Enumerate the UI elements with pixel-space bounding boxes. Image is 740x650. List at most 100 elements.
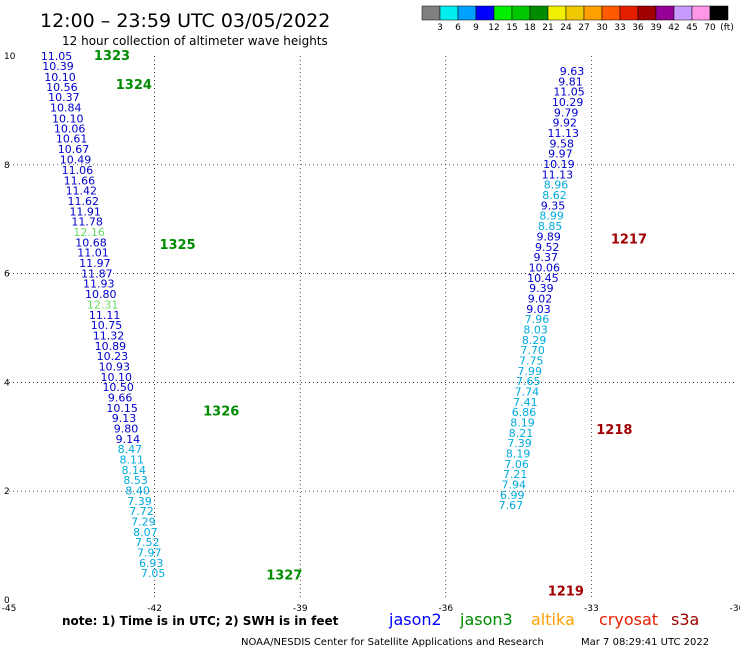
data-label: 7.41 [513, 396, 538, 409]
data-label: 9.52 [535, 241, 560, 254]
colorbar-swatch [601, 5, 621, 21]
data-label: 8.07 [133, 526, 158, 539]
legend-entry: jason2 [388, 610, 442, 629]
data-label: 10.15 [106, 402, 138, 415]
data-label: 11.13 [542, 168, 574, 181]
data-label: 10.23 [97, 350, 129, 363]
x-tick-label: -30 [730, 604, 740, 614]
data-label: 9.81 [558, 75, 583, 88]
colorbar-tick-label: 33 [614, 23, 625, 33]
data-label: 11.32 [93, 329, 125, 342]
data-label: 11.97 [79, 257, 111, 270]
data-label: 6.86 [512, 406, 537, 419]
colorbar-tick-label: 15 [506, 23, 517, 33]
footer-note: note: 1) Time is in UTC; 2) SWH is in fe… [62, 614, 339, 628]
data-label: 7.67 [499, 499, 524, 512]
colorbar-swatch [673, 5, 693, 21]
data-label: 9.03 [526, 303, 551, 316]
pass-label: 1219 [548, 585, 584, 600]
data-label: 10.61 [56, 132, 88, 145]
data-label: 8.47 [118, 443, 143, 456]
data-label: 10.93 [99, 360, 131, 373]
data-label: 11.87 [81, 267, 113, 280]
data-label: 7.99 [518, 365, 543, 378]
satellite-legend: jason2 jason3 altika cryosat s3a [388, 610, 699, 629]
pass-label: 1218 [596, 423, 632, 438]
colorbar-swatch [619, 5, 639, 21]
colorbar-tick-label: 30 [596, 23, 608, 33]
colorbar-tick-label: 18 [524, 23, 536, 33]
data-label: 10.68 [75, 236, 107, 249]
data-label: 7.74 [515, 385, 540, 398]
data-label: 11.06 [62, 164, 94, 177]
data-label: 7.65 [516, 375, 541, 388]
data-label: 8.29 [522, 334, 547, 347]
data-label: 8.40 [125, 484, 150, 497]
data-label: 10.45 [527, 272, 559, 285]
colorbar-tick-label: 45 [686, 23, 697, 33]
data-label: 9.63 [560, 65, 585, 78]
data-label: 8.62 [542, 189, 567, 202]
x-tick-label: -45 [2, 604, 17, 614]
legend-entry: altika [531, 610, 575, 629]
data-label: 9.35 [541, 199, 566, 212]
colorbar-tick-label: 39 [650, 23, 662, 33]
data-label: 8.21 [509, 427, 534, 440]
data-label: 11.62 [68, 195, 100, 208]
data-label: 7.39 [507, 437, 532, 450]
data-label: 7.21 [503, 468, 528, 481]
data-label: 12.31 [87, 298, 119, 311]
data-label: 9.37 [534, 251, 559, 264]
data-label: 6.93 [139, 557, 164, 570]
pass-label: 1324 [116, 78, 152, 93]
data-label: 7.39 [127, 495, 152, 508]
data-label: 9.79 [554, 106, 579, 119]
colorbar-tick-label: 36 [632, 23, 644, 33]
colorbar-swatch [529, 5, 549, 21]
chart-subtitle: 12 hour collection of altimeter wave hei… [62, 34, 328, 48]
data-label: 7.52 [135, 536, 160, 549]
data-label: 10.06 [529, 261, 561, 274]
data-label: 9.58 [550, 137, 575, 150]
x-tick-label: -39 [293, 604, 308, 614]
colorbar-swatch [583, 5, 603, 21]
pass-label: 1323 [94, 49, 130, 64]
colorbar-swatch [565, 5, 585, 21]
data-label: 11.91 [69, 205, 101, 218]
data-label: 10.37 [48, 91, 80, 104]
colorbar-swatch [457, 5, 477, 21]
data-label: 10.84 [50, 101, 82, 114]
data-label: 10.50 [102, 381, 134, 394]
footer-credit: NOAA/NESDIS Center for Satellite Applica… [241, 637, 544, 648]
x-tick-label: -33 [584, 604, 599, 614]
data-label: 10.56 [46, 81, 78, 94]
data-label: 8.19 [506, 447, 531, 460]
data-label: 11.05 [41, 50, 73, 63]
colorbar-swatch [637, 5, 657, 21]
data-label: 11.01 [77, 247, 109, 260]
data-label: 8.19 [510, 416, 535, 429]
data-label: 11.66 [64, 174, 96, 187]
colorbar-tick-label: 3 [437, 23, 443, 33]
colorbar-swatch [421, 5, 441, 21]
colorbar-tick-label: 42 [668, 23, 679, 33]
colorbar-swatch [475, 5, 495, 21]
colorbar-swatch [511, 5, 531, 21]
data-label: 11.13 [548, 127, 580, 140]
data-label: 8.96 [544, 179, 569, 192]
data-label: 9.89 [536, 230, 561, 243]
data-label: 10.89 [95, 340, 127, 353]
data-label: 9.14 [116, 433, 141, 446]
colorbar: 3 6 9 12 15 18 21 24 27 30 33 36 39 42 45 70 (ft) [421, 5, 734, 33]
data-label: 7.06 [504, 458, 529, 471]
data-label: 7.05 [141, 567, 166, 580]
data-label: 9.66 [108, 391, 133, 404]
data-label: 11.78 [71, 216, 103, 229]
data-label: 9.13 [112, 412, 137, 425]
legend-entry: s3a [671, 610, 699, 629]
data-label: 8.11 [120, 453, 145, 466]
colorbar-swatch [691, 5, 711, 21]
data-label: 9.80 [114, 422, 139, 435]
colorbar-tick-label: 12 [488, 23, 499, 33]
